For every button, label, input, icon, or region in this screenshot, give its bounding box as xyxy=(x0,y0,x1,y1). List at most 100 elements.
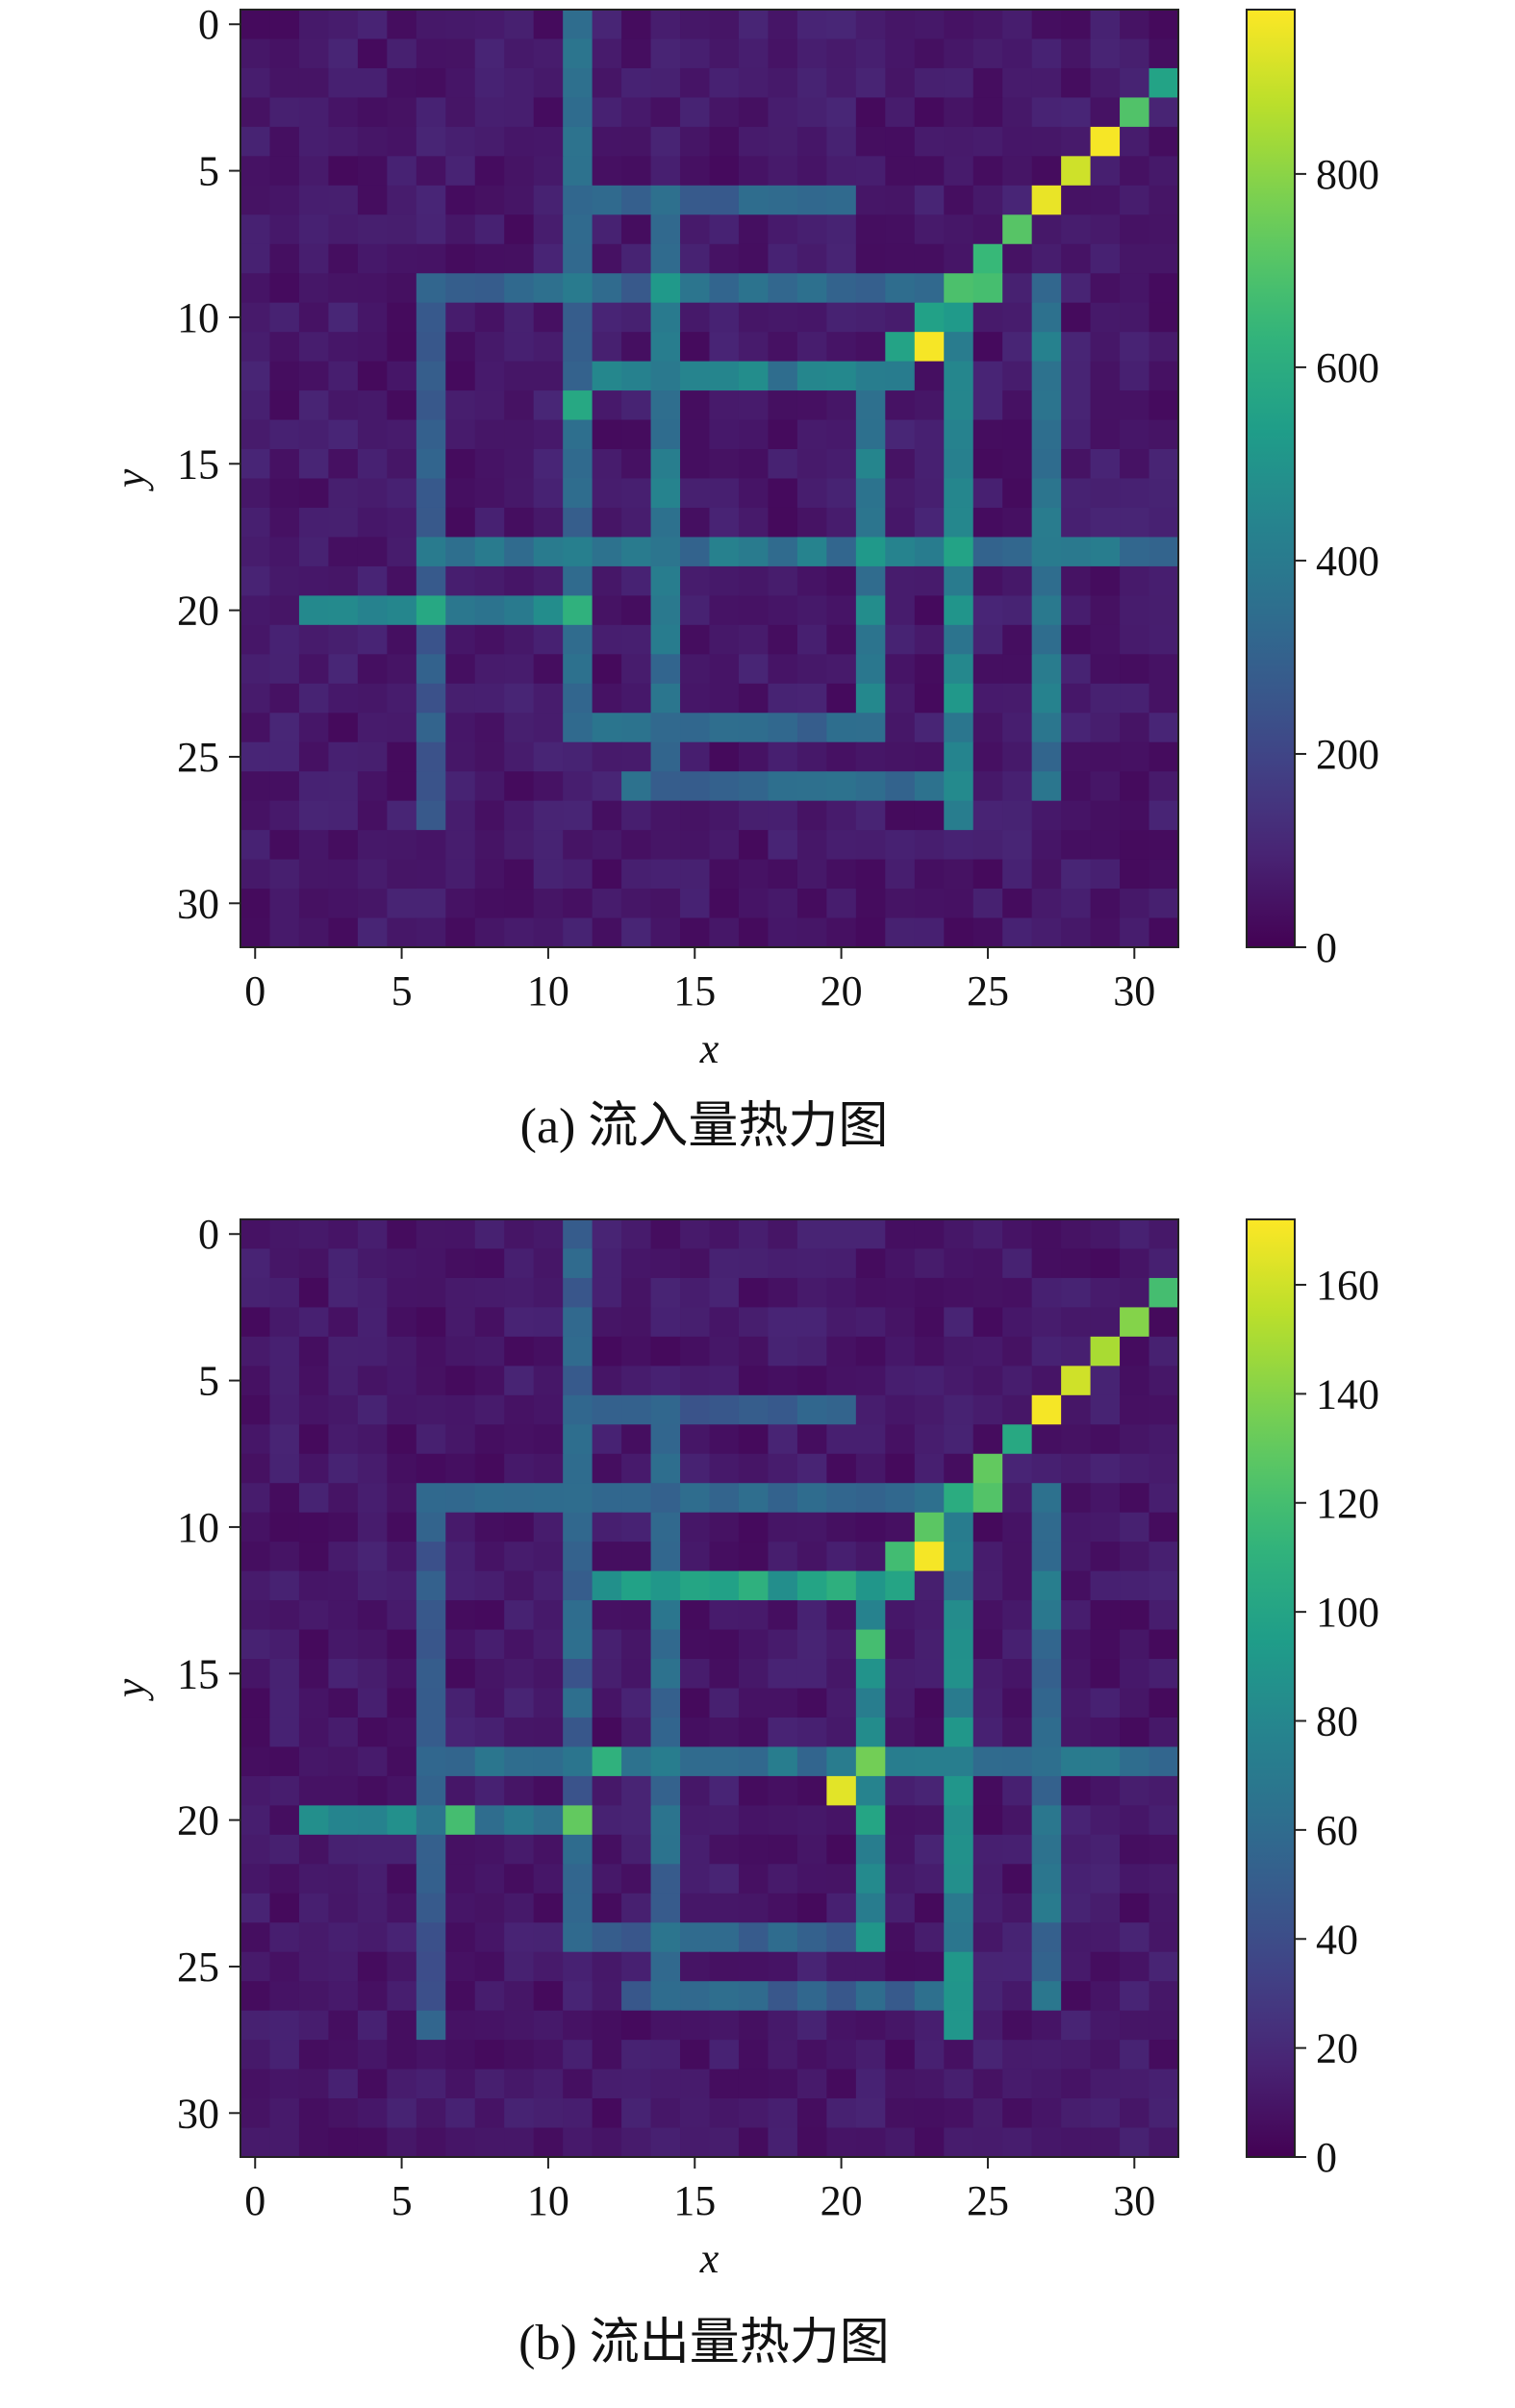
heatmap-cell xyxy=(972,654,1003,685)
heatmap-cell xyxy=(416,126,446,157)
x-tick-label: 10 xyxy=(527,967,569,1015)
heatmap-cell xyxy=(416,683,446,714)
colorbar-tick-label: 400 xyxy=(1316,538,1379,585)
heatmap-cell xyxy=(680,771,711,802)
heatmap-cell xyxy=(357,1746,388,1777)
heatmap-cell xyxy=(1002,595,1033,626)
heatmap-cell xyxy=(592,2069,622,2099)
heatmap-cell xyxy=(650,449,681,480)
heatmap-cell xyxy=(855,1570,886,1601)
heatmap-cell xyxy=(387,126,417,157)
heatmap-cell xyxy=(796,185,827,215)
heatmap-cell xyxy=(504,1746,535,1777)
heatmap-cell xyxy=(855,449,886,480)
heatmap-cell xyxy=(1149,1219,1179,1250)
heatmap-cell xyxy=(768,2040,798,2070)
heatmap-cell xyxy=(885,1219,916,1250)
heatmap-cell xyxy=(269,449,300,480)
heatmap-cell xyxy=(592,390,622,421)
heatmap-cell xyxy=(445,1424,476,1455)
heatmap-cell xyxy=(357,302,388,333)
heatmap-cell xyxy=(1120,1570,1150,1601)
heatmap-cell xyxy=(387,917,417,948)
heatmap-cell xyxy=(680,67,711,99)
heatmap-cell xyxy=(1031,1951,1062,1982)
heatmap-cell xyxy=(563,1366,593,1396)
heatmap-cell xyxy=(796,97,827,128)
heatmap-cell xyxy=(269,1512,300,1543)
heatmap-cell xyxy=(826,302,857,333)
heatmap-cell xyxy=(1149,1307,1179,1338)
heatmap-cell xyxy=(914,1922,945,1953)
heatmap-cell xyxy=(680,449,711,480)
heatmap-cell xyxy=(1031,2010,1062,2041)
heatmap-cell xyxy=(796,1981,827,2012)
heatmap-cell xyxy=(387,97,417,128)
heatmap-cell xyxy=(563,1453,593,1484)
heatmap-cell xyxy=(944,1424,974,1455)
heatmap-cell xyxy=(796,713,827,743)
heatmap-cell xyxy=(914,1248,945,1279)
heatmap-cell xyxy=(416,2069,446,2099)
heatmap-cell xyxy=(1061,478,1092,509)
heatmap-cell xyxy=(972,67,1003,99)
heatmap-cell xyxy=(592,1570,622,1601)
heatmap-cell xyxy=(738,2069,770,2099)
heatmap-cell xyxy=(416,1394,446,1425)
heatmap-cell xyxy=(1090,1542,1121,1572)
heatmap-cell xyxy=(885,2040,916,2070)
heatmap-cell xyxy=(972,390,1003,421)
heatmap-cell xyxy=(738,1483,770,1514)
heatmap-cell xyxy=(680,830,711,861)
heatmap-cell xyxy=(504,97,535,128)
heatmap-cell xyxy=(240,1805,271,1836)
heatmap-cell xyxy=(680,859,711,890)
heatmap-cell xyxy=(1031,1864,1062,1894)
heatmap-cell xyxy=(416,1366,446,1396)
heatmap-cell xyxy=(504,1688,535,1718)
heatmap-cell xyxy=(738,449,770,480)
heatmap-cell xyxy=(1120,1453,1150,1484)
x-tick-label: 30 xyxy=(1113,2177,1155,2224)
heatmap-cell xyxy=(650,595,681,626)
heatmap-cell xyxy=(240,889,271,919)
heatmap-cell xyxy=(826,1717,857,1748)
heatmap-cell xyxy=(357,1600,388,1631)
heatmap-cell xyxy=(357,156,388,187)
heatmap-cell xyxy=(563,595,593,626)
heatmap-cell xyxy=(1031,654,1062,685)
heatmap-cell xyxy=(240,1542,271,1572)
heatmap-cell xyxy=(357,1775,388,1806)
heatmap-cell xyxy=(387,1336,417,1367)
heatmap-cell xyxy=(269,537,300,567)
heatmap-cell xyxy=(1061,361,1092,391)
heatmap-cell xyxy=(474,2010,505,2041)
heatmap-cell xyxy=(328,2098,359,2129)
heatmap-cell xyxy=(768,624,798,655)
heatmap-cell xyxy=(563,97,593,128)
heatmap-cell xyxy=(592,1600,622,1631)
heatmap-cell xyxy=(796,830,827,861)
heatmap-cells xyxy=(240,1219,1179,2158)
heatmap-cell xyxy=(1120,859,1150,890)
heatmap-cell xyxy=(533,800,564,831)
heatmap-cell xyxy=(474,243,505,274)
heatmap-cell xyxy=(1061,683,1092,714)
heatmap-cell xyxy=(1090,214,1121,245)
heatmap-cell xyxy=(592,2127,622,2158)
heatmap-cell xyxy=(855,1629,886,1660)
heatmap-cell xyxy=(885,624,916,655)
heatmap-cell xyxy=(474,624,505,655)
heatmap-cell xyxy=(387,2040,417,2070)
heatmap-cell xyxy=(328,2010,359,2041)
heatmap-cell xyxy=(328,537,359,567)
heatmap-cell xyxy=(826,478,857,509)
heatmap-cell xyxy=(563,1746,593,1777)
heatmap-cell xyxy=(445,1864,476,1894)
heatmap-cell xyxy=(1031,1717,1062,1748)
heatmap-cell xyxy=(1031,771,1062,802)
heatmap-cell xyxy=(796,1922,827,1953)
heatmap-cell xyxy=(768,859,798,890)
heatmap-cell xyxy=(328,2040,359,2070)
heatmap-cell xyxy=(944,273,974,304)
